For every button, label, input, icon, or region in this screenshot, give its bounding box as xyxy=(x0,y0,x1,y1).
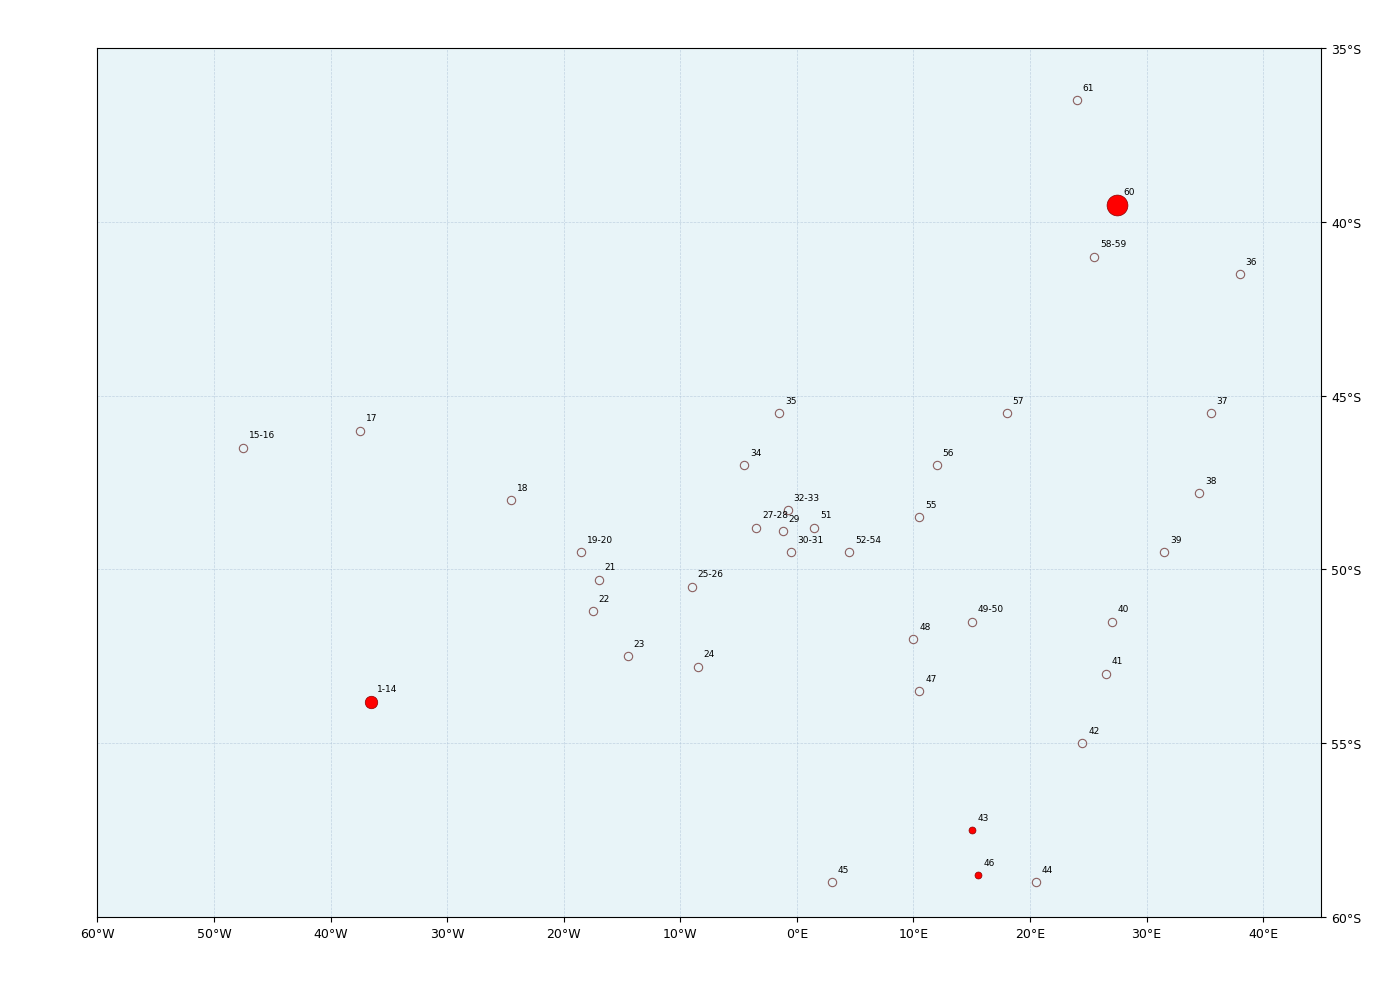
Text: 60: 60 xyxy=(1124,188,1135,197)
Text: 24: 24 xyxy=(704,650,715,659)
Text: 36: 36 xyxy=(1246,257,1257,266)
Text: 19-20: 19-20 xyxy=(587,535,613,544)
Text: 29: 29 xyxy=(789,515,800,524)
Text: 17: 17 xyxy=(366,414,377,423)
Text: 44: 44 xyxy=(1042,865,1053,874)
Text: 55: 55 xyxy=(925,501,936,510)
Text: 46: 46 xyxy=(983,858,995,867)
Text: 15-16: 15-16 xyxy=(249,431,275,440)
Text: 42: 42 xyxy=(1088,726,1099,735)
Text: 43: 43 xyxy=(978,812,989,821)
Text: 34: 34 xyxy=(750,449,762,458)
Text: 51: 51 xyxy=(821,511,832,520)
Text: 30-31: 30-31 xyxy=(797,535,823,544)
Text: 1-14: 1-14 xyxy=(377,684,398,693)
Text: 23: 23 xyxy=(634,639,645,648)
Text: 39: 39 xyxy=(1170,535,1181,544)
Text: 48: 48 xyxy=(919,622,931,631)
Text: 41: 41 xyxy=(1111,657,1123,666)
Text: 38: 38 xyxy=(1205,476,1216,485)
Text: 21: 21 xyxy=(605,563,616,572)
Text: 56: 56 xyxy=(943,449,954,458)
Text: 22: 22 xyxy=(598,595,609,603)
Text: 45: 45 xyxy=(837,865,849,874)
Text: 32-33: 32-33 xyxy=(793,494,819,503)
Text: 18: 18 xyxy=(517,483,529,492)
Text: 35: 35 xyxy=(785,396,797,405)
Text: 47: 47 xyxy=(925,674,936,683)
Text: 61: 61 xyxy=(1082,84,1093,93)
Text: 40: 40 xyxy=(1117,604,1129,613)
Text: 58-59: 58-59 xyxy=(1100,241,1127,249)
Text: 37: 37 xyxy=(1217,396,1228,405)
Text: 52-54: 52-54 xyxy=(855,535,881,544)
Text: 25-26: 25-26 xyxy=(698,570,723,579)
Text: 27-28: 27-28 xyxy=(762,511,787,520)
Text: 57: 57 xyxy=(1013,396,1024,405)
Text: 49-50: 49-50 xyxy=(978,604,1004,613)
